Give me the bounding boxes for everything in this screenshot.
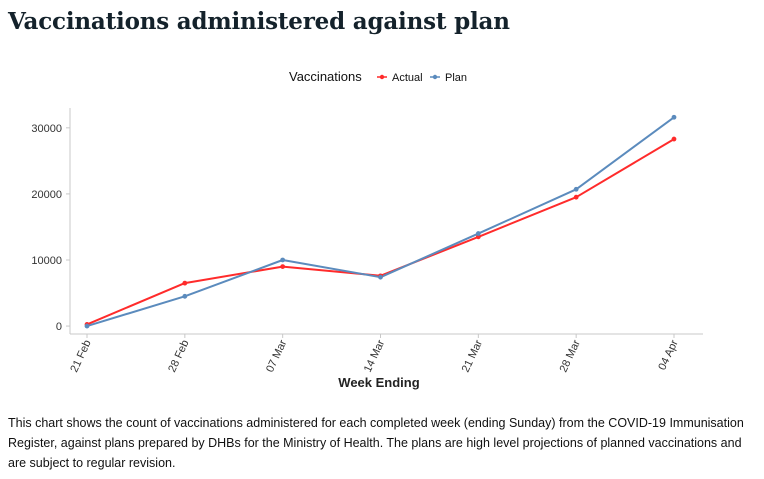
data-point-actual xyxy=(280,264,286,269)
legend-marker-actual xyxy=(379,74,385,80)
data-point-plan xyxy=(671,114,677,120)
data-point-plan xyxy=(280,257,286,263)
data-point-plan xyxy=(475,231,481,236)
x-axis-title: Week Ending xyxy=(338,375,419,390)
legend-marker-plan xyxy=(432,74,438,80)
chart-caption: This chart shows the count of vaccinatio… xyxy=(8,416,744,470)
chart-svg: Vaccinations Actual Plan 0 10000 20000 30000… xyxy=(31,69,703,390)
data-point-actual xyxy=(573,194,579,200)
series-line-actual xyxy=(86,138,675,326)
data-point-plan xyxy=(182,293,188,299)
data-point-actual xyxy=(182,280,188,286)
data-point-actual xyxy=(475,234,481,240)
series-line-plan xyxy=(86,116,675,328)
data-point-plan xyxy=(378,274,383,280)
legend: Vaccinations Actual Plan xyxy=(289,69,467,84)
x-tick-label: 21 Mar xyxy=(460,338,485,374)
x-tick-label: 28 Mar xyxy=(558,338,583,374)
y-tick-label: 10000 xyxy=(31,255,62,267)
y-tick-label: 20000 xyxy=(31,189,62,201)
chart: Vaccinations Actual Plan 0 10000 20000 30000… xyxy=(0,58,764,398)
legend-label-plan: Plan xyxy=(445,72,467,84)
page-title: Vaccinations administered against plan xyxy=(8,8,510,35)
legend-label-actual: Actual xyxy=(392,72,423,84)
x-tick-label: 14 Mar xyxy=(362,338,387,374)
y-tick-label: 30000 xyxy=(31,123,62,135)
x-tick-label: 28 Feb xyxy=(166,338,191,374)
x-tick-label: 21 Feb xyxy=(68,338,93,374)
y-tick-label: 0 xyxy=(56,321,62,333)
data-point-plan xyxy=(573,186,579,192)
data-point-plan xyxy=(84,323,90,329)
x-tick-label: 07 Mar xyxy=(264,338,289,374)
x-tick-label: 04 Apr xyxy=(656,338,680,372)
data-point-actual xyxy=(671,136,677,142)
legend-title: Vaccinations xyxy=(289,69,362,84)
